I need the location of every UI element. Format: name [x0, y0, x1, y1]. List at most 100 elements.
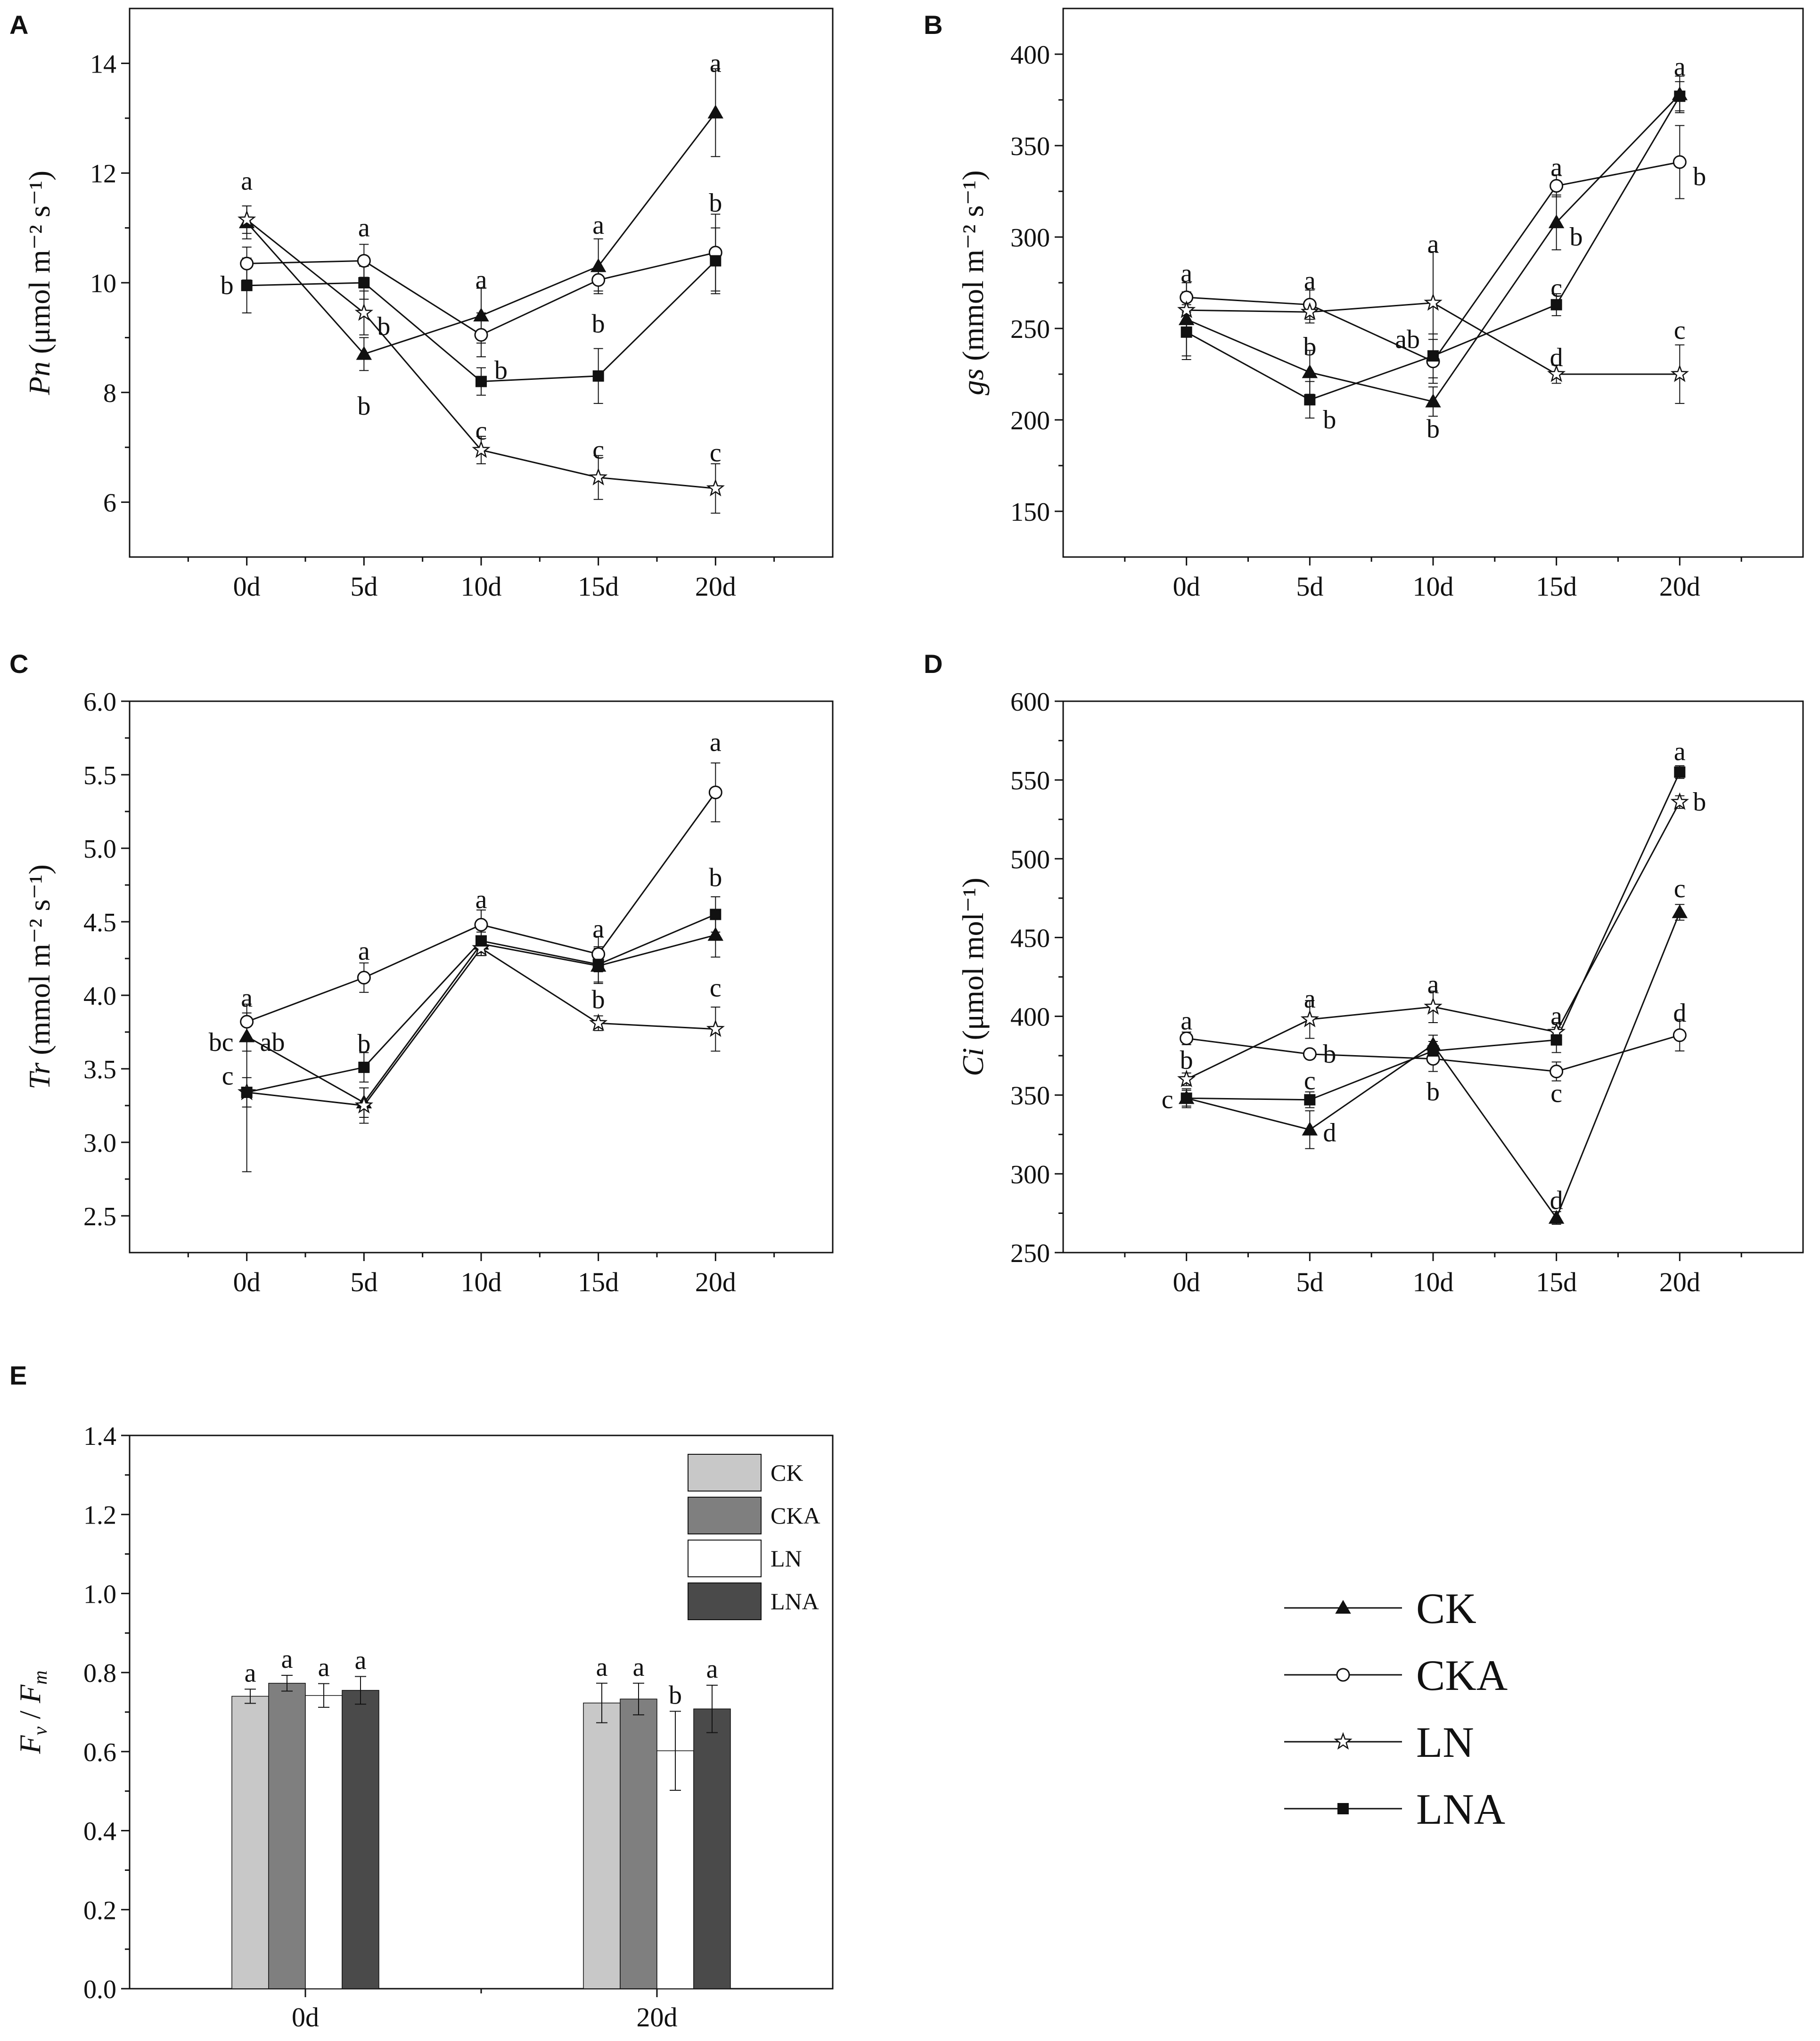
significance-label: a — [592, 915, 604, 944]
legend-marker-lna — [1337, 1803, 1349, 1814]
y-tick-label: 2.5 — [83, 1202, 116, 1231]
legend-label-cka: CKA — [771, 1502, 820, 1529]
marker-ln — [589, 1013, 608, 1031]
marker-ln — [1177, 300, 1196, 318]
significance-label: a — [241, 984, 253, 1013]
marker-ck — [1548, 1210, 1565, 1224]
legend-label-cka: CKA — [1416, 1651, 1508, 1699]
plot-frame — [129, 700, 834, 1254]
significance-label: a — [318, 1653, 330, 1682]
significance-label: a — [1181, 1007, 1192, 1036]
marker-lna — [592, 959, 604, 970]
y-tick-label: 200 — [1010, 406, 1050, 435]
legend-swatch-ln — [688, 1540, 762, 1577]
significance-label: a — [1181, 259, 1192, 288]
significance-label: a — [475, 265, 487, 295]
marker-ck — [238, 1028, 255, 1042]
marker-cka — [1549, 179, 1564, 193]
y-tick-label: 1.4 — [83, 1422, 116, 1451]
significance-label: b — [1426, 1077, 1440, 1107]
marker-ln — [589, 467, 608, 485]
marker-cka — [1180, 1031, 1194, 1045]
marker-lna — [1674, 90, 1686, 102]
panel-d-ci-chart: D 250 300 350 400 450 500 550 600 0d 5d 10d 15d 20d Ci… — [924, 649, 1804, 1297]
marker-ln — [1300, 1009, 1319, 1027]
y-tick-label: 3.5 — [83, 1055, 116, 1084]
significance-label: b — [1303, 332, 1316, 361]
y-tick-label: 5.5 — [83, 761, 116, 790]
legend-label-ln: LN — [771, 1545, 802, 1572]
marker-ln — [1177, 1069, 1196, 1087]
panel-c-tr-chart: C 2.5 3.0 3.5 4.0 4.5 5.0 5.5 6.0 0d 5d 10d 15d 20d Tr… — [9, 649, 834, 1297]
x-tick-label: 0d — [1173, 1267, 1200, 1297]
significance-label: a — [1427, 970, 1439, 1000]
y-tick-label: 250 — [1010, 315, 1050, 344]
panel-letter: A — [9, 10, 28, 40]
significance-label: c — [475, 416, 487, 445]
marker-ln — [354, 1096, 373, 1114]
significance-label: a — [1304, 984, 1316, 1014]
significance-label: bc — [209, 1028, 234, 1057]
significance-label: d — [1550, 343, 1563, 372]
y-tick-label: 300 — [1010, 1160, 1050, 1189]
significance-label: a — [596, 1653, 608, 1682]
significance-label: b — [592, 309, 605, 338]
marker-lna — [358, 1061, 370, 1073]
significance-label: a — [358, 213, 370, 243]
legend-swatch-lna — [688, 1582, 762, 1620]
marker-lna — [1427, 1045, 1439, 1057]
marker-cka — [591, 273, 606, 287]
marker-lna — [710, 909, 721, 920]
marker-cka — [1549, 1065, 1564, 1079]
panel-b-gs-chart: B 150 200 250 300 350 400 0d 5d 10d 15d 20d gs (mmol… — [924, 8, 1804, 602]
marker-ck — [1302, 364, 1318, 378]
y-tick-label: 550 — [1010, 766, 1050, 795]
marker-cka — [1672, 1028, 1687, 1042]
significance-label: b — [357, 1029, 370, 1058]
x-tick-label: 15d — [1536, 571, 1577, 602]
significance-label: b — [377, 312, 390, 341]
y-tick-label: 0.4 — [83, 1817, 116, 1846]
x-tick-label: 10d — [461, 571, 502, 602]
marker-lna — [1181, 1092, 1192, 1104]
significance-label: a — [710, 49, 721, 78]
x-tick-label: 0d — [292, 2002, 319, 2033]
significance-label: c — [1674, 316, 1686, 345]
marker-cka — [240, 1015, 254, 1029]
marker-lna — [1427, 350, 1439, 362]
significance-label: a — [358, 936, 370, 966]
marker-cka — [240, 256, 254, 270]
x-tick-label: 0d — [233, 571, 261, 602]
y-tick-label: 0.0 — [83, 1975, 116, 2004]
y-axis-label: Tr (mmol m⁻² s⁻¹) — [23, 864, 56, 1090]
x-tick-label: 10d — [1413, 1267, 1454, 1297]
significance-label: b — [1180, 1046, 1193, 1075]
panel-a-pn-chart: A 6 8 10 12 14 0d 5d 10d 15d 20d Pn (μmol m⁻² s⁻¹) a… — [9, 8, 834, 602]
y-tick-label: 6.0 — [83, 688, 116, 717]
significance-label: c — [592, 435, 604, 465]
y-axis-label: gs (mmol m⁻² s⁻¹) — [956, 170, 990, 395]
marker-ck — [1672, 904, 1688, 918]
y-tick-label: 350 — [1010, 1082, 1050, 1111]
significance-label: b — [1693, 162, 1706, 191]
significance-label: a — [281, 1645, 293, 1674]
legend-marker-ln — [1334, 1732, 1353, 1750]
line-series-legend: CK CKA LN LNA — [1284, 1584, 1508, 1833]
marker-lna — [1550, 1034, 1562, 1046]
bar-lna — [693, 1708, 731, 1989]
significance-label: c — [1674, 874, 1686, 903]
legend-label-ln: LN — [1416, 1718, 1474, 1766]
bar-ck — [231, 1696, 269, 1989]
x-tick-label: 0d — [233, 1267, 261, 1297]
y-tick-label: 0.8 — [83, 1659, 116, 1688]
legend-swatch-ck — [688, 1454, 762, 1492]
significance-label: d — [1673, 999, 1686, 1028]
marker-ln — [238, 210, 256, 228]
significance-label: a — [245, 1658, 256, 1688]
significance-label: a — [592, 211, 604, 240]
bar-lna — [342, 1690, 379, 1989]
significance-label: a — [1427, 230, 1439, 259]
marker-ln — [706, 1019, 725, 1037]
legend-label-ck: CK — [771, 1459, 803, 1486]
